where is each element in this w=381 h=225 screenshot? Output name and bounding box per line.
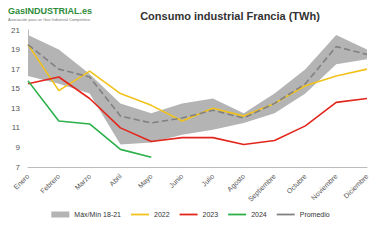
svg-text:Diciembre: Diciembre <box>342 172 369 199</box>
svg-text:Promedio: Promedio <box>300 211 330 218</box>
svg-text:Julio: Julio <box>200 172 215 187</box>
svg-text:19: 19 <box>11 45 20 54</box>
svg-text:Mayo: Mayo <box>137 172 155 190</box>
svg-text:21: 21 <box>11 26 20 35</box>
svg-text:17: 17 <box>11 65 20 74</box>
svg-text:9: 9 <box>16 143 21 152</box>
svg-text:Noviembre: Noviembre <box>310 172 339 201</box>
svg-text:2022: 2022 <box>154 211 170 218</box>
svg-text:Enero: Enero <box>12 172 30 190</box>
svg-text:7: 7 <box>16 163 21 172</box>
svg-text:Septiembre: Septiembre <box>247 172 278 203</box>
svg-text:13: 13 <box>11 104 20 113</box>
svg-text:Marzo: Marzo <box>73 172 92 191</box>
svg-text:Abril: Abril <box>108 172 123 187</box>
svg-text:Agosto: Agosto <box>226 172 247 193</box>
svg-text:Octubre: Octubre <box>285 172 308 195</box>
svg-text:Febrero: Febrero <box>39 172 61 194</box>
svg-text:Consumo industrial Francia (TW: Consumo industrial Francia (TWh) <box>140 10 320 22</box>
svg-text:15: 15 <box>11 84 20 93</box>
svg-text:2023: 2023 <box>203 211 219 218</box>
svg-text:Asociación para un Gas Industr: Asociación para un Gas Industrial Compet… <box>8 17 91 22</box>
svg-text:11: 11 <box>12 123 21 132</box>
svg-text:2024: 2024 <box>251 211 267 218</box>
svg-text:Máx/Mín 18-21: Máx/Mín 18-21 <box>74 211 121 218</box>
svg-text:GasINDUSTRIAL.es: GasINDUSTRIAL.es <box>8 6 92 16</box>
svg-text:Junio: Junio <box>168 172 185 189</box>
